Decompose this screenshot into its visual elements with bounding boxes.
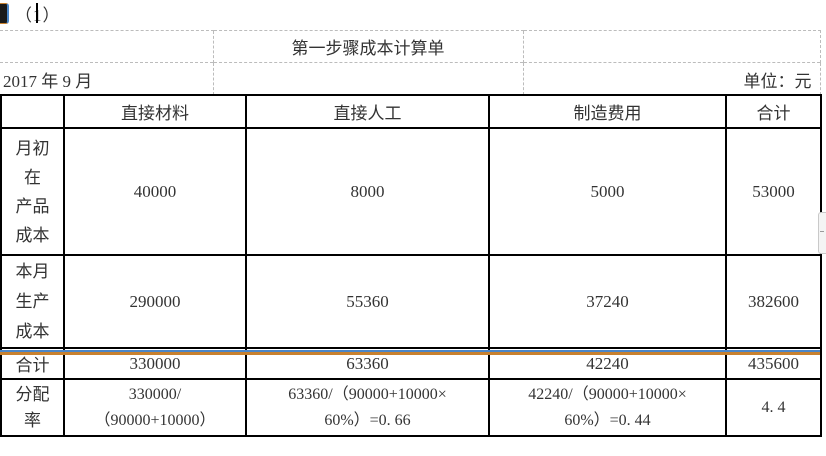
cell-total[interactable]: 53000 xyxy=(725,127,822,256)
paragraph-line[interactable]: （1） xyxy=(0,0,826,30)
cell-direct-labor[interactable]: 63360/（90000+10000× 60%）=0. 66 xyxy=(245,378,490,437)
cell-direct-material[interactable]: 40000 xyxy=(63,127,247,256)
cell-direct-material[interactable]: 290000 xyxy=(63,254,247,349)
header-empty-cell[interactable] xyxy=(0,94,65,129)
header-direct-material[interactable]: 直接材料 xyxy=(63,94,247,129)
accent-divider-blue xyxy=(0,350,820,352)
title-header-table: 第一步骤成本计算单 2017 年 9 月 单位：元 xyxy=(0,30,821,95)
cell-direct-labor[interactable]: 55360 xyxy=(245,254,490,349)
header-overhead[interactable]: 制造费用 xyxy=(488,94,727,129)
cell-overhead[interactable]: 42240/（90000+10000× 60%）=0. 44 xyxy=(488,378,727,437)
accent-divider-line xyxy=(0,350,820,355)
cost-calculation-table: 直接材料 直接人工 制造费用 合计 月初 在 产品 成本 40000 8000 … xyxy=(0,94,822,437)
accent-divider-orange xyxy=(0,352,820,355)
cell-total[interactable]: 4. 4 xyxy=(725,378,822,437)
title-row-empty-left[interactable] xyxy=(0,30,213,63)
table-row-allocation-rate: 分配 率 330000/ （90000+10000） 63360/（90000+… xyxy=(0,378,822,437)
cell-direct-material[interactable]: 330000/ （90000+10000） xyxy=(63,378,247,437)
table-row-current-month-cost: 本月 生产 成本 290000 55360 37240 382600 xyxy=(0,254,822,349)
row-label[interactable]: 分配 率 xyxy=(0,378,65,437)
scrollbar-thumb[interactable] xyxy=(818,212,826,254)
title-row-empty-right[interactable] xyxy=(522,30,821,63)
table-row-beginning-wip: 月初 在 产品 成本 40000 8000 5000 53000 xyxy=(0,127,822,256)
date-cell[interactable]: 2017 年 9 月 xyxy=(0,62,213,95)
date-row-empty-middle[interactable] xyxy=(212,62,523,95)
cell-overhead[interactable]: 37240 xyxy=(488,254,727,349)
cell-total[interactable]: 382600 xyxy=(725,254,822,349)
date-unit-row: 2017 年 9 月 单位：元 xyxy=(0,62,821,95)
column-header-row: 直接材料 直接人工 制造费用 合计 xyxy=(0,94,822,129)
row-label[interactable]: 本月 生产 成本 xyxy=(0,254,65,349)
scrollbar-grip-line xyxy=(820,231,824,232)
text-caret xyxy=(36,3,38,23)
unit-label-cell[interactable]: 单位：元 xyxy=(522,62,821,95)
clipped-object-icon xyxy=(0,3,9,24)
sheet-title[interactable]: 第一步骤成本计算单 xyxy=(212,30,523,63)
cell-overhead[interactable]: 5000 xyxy=(488,127,727,256)
header-direct-labor[interactable]: 直接人工 xyxy=(245,94,490,129)
title-row: 第一步骤成本计算单 xyxy=(0,30,821,63)
cell-direct-labor[interactable]: 8000 xyxy=(245,127,490,256)
row-label[interactable]: 月初 在 产品 成本 xyxy=(0,127,65,256)
header-total[interactable]: 合计 xyxy=(725,94,822,129)
